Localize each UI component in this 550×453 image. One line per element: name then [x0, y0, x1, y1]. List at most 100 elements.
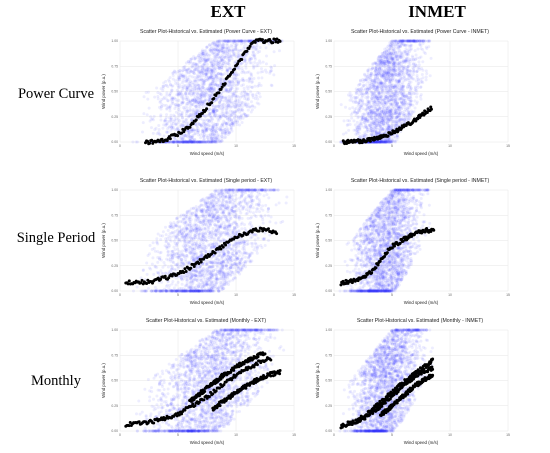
data-point	[385, 105, 389, 109]
data-point	[210, 48, 214, 52]
data-point	[374, 140, 378, 144]
data-point	[159, 99, 163, 103]
data-point	[157, 128, 161, 132]
data-point	[208, 114, 212, 118]
data-point	[173, 136, 177, 140]
data-point	[401, 101, 405, 105]
data-point	[392, 91, 396, 95]
data-point	[240, 188, 244, 192]
data-point	[399, 73, 403, 77]
data-point	[361, 88, 365, 92]
data-point	[217, 103, 221, 107]
estimated-point	[368, 139, 372, 143]
data-point	[401, 61, 405, 65]
data-point	[213, 69, 217, 73]
data-point	[183, 120, 187, 124]
data-point	[176, 90, 180, 94]
data-point	[220, 47, 224, 51]
data-point	[386, 59, 390, 62]
data-point	[381, 140, 385, 144]
data-point	[207, 98, 211, 102]
data-point	[387, 140, 391, 144]
data-point	[391, 77, 395, 81]
data-point	[256, 71, 260, 75]
data-point	[350, 96, 353, 100]
data-point	[218, 79, 222, 83]
data-point	[214, 47, 218, 51]
data-point	[359, 105, 363, 109]
data-point	[203, 94, 207, 98]
data-point	[210, 91, 214, 95]
data-point	[354, 90, 358, 94]
data-point	[251, 104, 255, 108]
data-point	[379, 140, 383, 144]
data-point	[396, 114, 400, 118]
data-point	[234, 71, 238, 75]
data-point	[208, 85, 212, 89]
data-point	[392, 76, 396, 80]
data-point	[218, 55, 222, 59]
data-point	[190, 140, 194, 144]
data-point	[383, 81, 387, 84]
data-point	[386, 96, 390, 100]
data-point	[243, 97, 247, 101]
data-point	[413, 49, 417, 53]
data-point	[188, 100, 192, 104]
data-point	[394, 39, 398, 43]
data-point	[366, 106, 370, 110]
data-point	[211, 105, 215, 109]
data-point	[236, 87, 240, 91]
data-point	[397, 106, 401, 110]
data-point	[161, 126, 165, 130]
data-point	[384, 90, 388, 94]
data-point	[396, 93, 400, 97]
data-point	[384, 62, 388, 66]
data-point	[375, 85, 379, 89]
data-point	[242, 39, 246, 43]
data-point	[399, 76, 403, 80]
scatter-plot: Scatter Plot-Historical vs. Estimated (P…	[315, 29, 510, 156]
data-point	[213, 132, 217, 136]
data-point	[169, 140, 173, 144]
data-point	[374, 66, 378, 70]
data-point	[193, 274, 197, 278]
data-point	[383, 94, 387, 98]
data-point	[393, 97, 397, 101]
data-point	[211, 108, 215, 112]
data-point	[387, 84, 391, 88]
data-point	[156, 94, 160, 98]
data-point	[388, 137, 392, 141]
data-point	[395, 124, 399, 128]
data-point	[184, 92, 188, 96]
data-point	[415, 89, 419, 93]
data-point	[182, 86, 186, 90]
data-point	[398, 56, 402, 60]
data-point	[149, 126, 153, 130]
data-point	[381, 53, 385, 57]
data-point	[388, 99, 392, 103]
data-point	[207, 87, 211, 91]
data-point	[205, 123, 209, 127]
data-point	[393, 65, 397, 69]
data-point	[179, 91, 183, 95]
data-point	[191, 98, 195, 102]
data-point	[236, 48, 240, 52]
data-point	[210, 88, 214, 92]
data-point	[171, 125, 175, 129]
data-point	[185, 78, 189, 82]
data-point	[191, 70, 195, 74]
data-point	[179, 123, 183, 127]
data-point	[368, 102, 372, 106]
data-point	[409, 48, 413, 52]
data-point	[203, 140, 207, 144]
data-point	[393, 50, 397, 54]
data-point	[405, 43, 409, 47]
data-point	[396, 106, 400, 110]
data-point	[414, 39, 418, 43]
data-point	[380, 62, 384, 66]
data-point	[211, 227, 215, 231]
data-point	[405, 95, 409, 99]
data-point	[383, 59, 387, 63]
data-point	[211, 70, 215, 74]
data-point	[395, 74, 399, 78]
